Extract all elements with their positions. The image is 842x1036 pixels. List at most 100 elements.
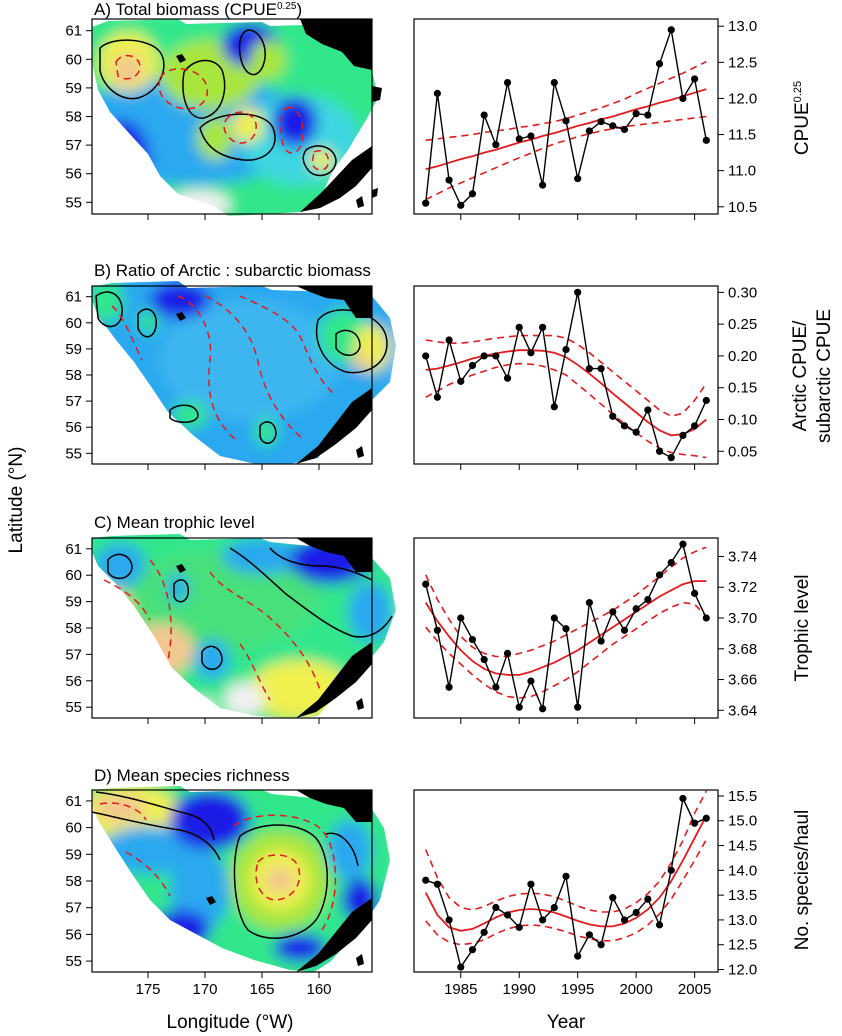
y-tick-label: 12.5 [728,937,757,954]
ylabel-d: No. species/haul [792,810,813,950]
observed-point [550,903,558,912]
map-lon-tick-label: 170 [192,981,217,998]
y-tick-label: 0.30 [728,284,757,301]
trend-line [424,580,707,676]
observed-point [422,199,430,207]
observed-point [667,26,675,34]
observed-point [667,559,675,567]
observed-point [702,614,710,622]
y-tick-label: 3.64 [728,702,757,719]
map-contour-lines [91,791,359,940]
observed-point [667,866,675,874]
map-lat-tick-label: 60 [65,820,82,837]
observed-point [445,916,453,924]
panel-title-c: C) Mean trophic level [94,513,255,532]
observed-point [597,941,605,949]
map-lat-tick-label: 58 [65,620,82,637]
observed-point [550,403,558,411]
observed-point [609,894,617,902]
map-lat-axes: 61 60 59 58 57 56 55 61 60 59 58 57 56 55 61 60 59 58 57 56… [65,23,320,978]
map-total-biomass [91,18,382,216]
map-mean-species-richness [91,786,390,973]
observed-point [445,683,453,691]
timeseries-mean-species-richness: 15.5 15.0 14.5 14.0 13.5 13.0 12.5 12.0 1985 1990… [413,788,757,998]
observed-point [574,952,582,960]
observed-point [527,880,535,888]
observed-point [527,132,535,140]
map-lat-tick-label: 56 [65,926,82,943]
observed-point [702,396,710,405]
map-lat-tick-label: 56 [65,166,82,183]
observed-point [503,911,512,919]
observed-point [574,175,582,183]
trend-line [425,88,707,171]
upper-confidence-line [424,546,707,658]
lower-confidence-line [425,362,707,459]
observed-point [691,589,699,597]
observed-point [445,176,453,184]
x-tick-label: 2000 [619,981,652,998]
observed-point [445,336,453,344]
map-lat-tick-label: 55 [65,699,82,716]
observed-point [527,677,535,685]
map-lat-tick-label: 60 [65,51,82,68]
observed-point [503,649,512,657]
observed-point [562,872,570,880]
observed-point [527,349,535,357]
y-tick-label: 3.70 [728,610,757,627]
observed-point [691,422,699,430]
observed-point [597,117,605,126]
y-tick-label: 15.5 [728,788,757,805]
observed-point [632,908,640,917]
ylabel-a: CPUE0.25 [792,81,813,155]
observed-point [492,683,500,691]
y-tick-label: 13.0 [728,912,757,929]
map-contour-lines [99,29,337,177]
map-lat-tick-label: 56 [65,419,82,436]
map-lat-tick-label: 57 [65,900,82,917]
lower-confidence-line [425,115,707,201]
observed-point [422,876,430,884]
y-tick-label: 3.68 [728,641,757,658]
trend-line [425,349,707,437]
observed-point [503,78,512,87]
observed-point [539,323,547,331]
observed-point [702,136,710,144]
timeseries-arctic-subarctic-ratio: 0.30 0.25 0.20 0.15 0.10 0.05 [413,284,757,470]
plot-frame [413,18,719,215]
observed-point [422,580,430,588]
map-lat-tick-label: 55 [65,194,82,211]
latitude-axis-title: Latitude (°N) [6,447,27,554]
plot-frame [413,789,719,973]
observed-line [425,796,707,969]
map-lat-tick-label: 58 [65,109,82,126]
ylabel-c: Trophic level [792,574,813,681]
observed-point [667,454,675,462]
observed-point [515,323,523,331]
plot-frame [413,537,719,719]
observed-point [550,78,558,87]
map-lat-tick-label: 61 [65,23,82,40]
observed-point [620,422,629,430]
observed-point [492,903,500,912]
map-mean-trophic-level [91,534,396,719]
observed-point [480,352,488,360]
observed-point [620,916,629,924]
y-tick-label: 11.0 [728,163,756,180]
lower-confidence-line [425,601,707,699]
map-lat-tick-label: 57 [65,393,82,410]
plot-frame [413,285,719,465]
land-mass [176,538,372,718]
ylabel-b-line2: subarctic CPUE [814,309,835,443]
y-tick-label: 12.0 [728,90,757,107]
observed-point [597,365,605,373]
timeseries-total-biomass: 13.0 12.5 12.0 11.5 11.0 10.5 [413,18,757,220]
map-arctic-subarctic-ratio [91,281,396,465]
observed-point [585,127,593,135]
observed-point [609,412,617,420]
map-contour-lines [103,547,393,701]
map-lat-tick-label: 60 [65,315,82,332]
observed-point [597,637,605,645]
y-tick-label: 11.5 [728,127,756,144]
y-tick-label: 13.0 [728,18,757,35]
